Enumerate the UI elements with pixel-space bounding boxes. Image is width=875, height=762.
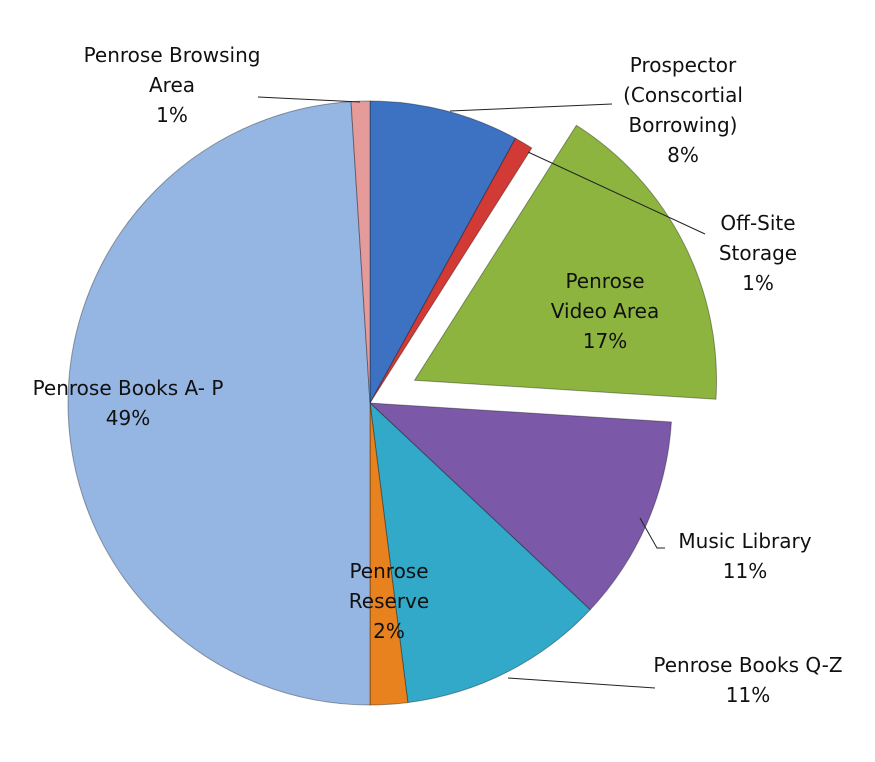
slice-label: Music Library 11% xyxy=(645,526,845,586)
pie-slice xyxy=(369,137,533,404)
category-label: Prospector (Conscortial Borrowing) xyxy=(623,53,743,137)
pie-slice xyxy=(67,101,371,706)
category-label: Penrose Browsing Area xyxy=(83,43,261,97)
pie-slice xyxy=(369,402,409,706)
leader-line xyxy=(257,96,361,103)
percent-label: 17% xyxy=(582,329,628,353)
percent-label: 1% xyxy=(156,103,188,127)
category-label: Penrose Video Area xyxy=(550,269,660,323)
leader-line xyxy=(527,151,706,235)
category-label: Penrose Books A- P xyxy=(32,376,224,400)
leader-line xyxy=(507,677,656,689)
slice-label: Penrose Reserve 2% xyxy=(334,556,444,646)
pie-slice xyxy=(369,100,517,404)
category-label: Penrose Reserve xyxy=(348,559,430,613)
leader-line xyxy=(449,103,613,112)
slice-label: Penrose Books A- P 49% xyxy=(23,373,233,433)
percent-label: 2% xyxy=(373,619,405,643)
slice-label: Off-Site Storage 1% xyxy=(703,208,813,298)
slice-label: Penrose Browsing Area 1% xyxy=(82,40,262,130)
leader-line xyxy=(639,517,665,549)
category-label: Off-Site Storage xyxy=(718,211,798,265)
percent-label: 1% xyxy=(742,271,774,295)
pie-slice xyxy=(368,402,672,611)
category-label: Penrose Books Q-Z xyxy=(653,653,843,677)
slice-label: Prospector (Conscortial Borrowing) 8% xyxy=(608,50,758,170)
percent-label: 8% xyxy=(667,143,699,167)
slice-label: Penrose Video Area 17% xyxy=(535,266,675,356)
percent-label: 11% xyxy=(722,559,768,583)
category-label: Music Library xyxy=(678,529,812,553)
pie-slice xyxy=(413,124,718,400)
percent-label: 11% xyxy=(725,683,771,707)
slice-label: Penrose Books Q-Z 11% xyxy=(653,650,843,710)
percent-label: 49% xyxy=(105,406,151,430)
pie-slice xyxy=(369,401,591,704)
